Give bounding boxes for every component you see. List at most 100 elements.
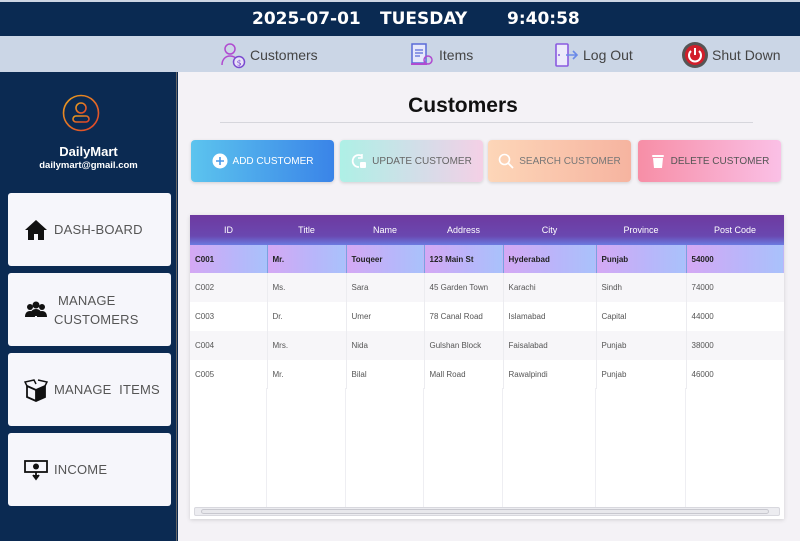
time-display: 9:40:58 — [507, 9, 580, 29]
table-row[interactable]: C005 Mr. Bilal Mall Road Rawalpindi Punj… — [190, 360, 784, 389]
top-status-bar: 2025-07-01 TUESDAY 9:40:58 — [0, 0, 800, 36]
nav-items-label: Items — [439, 47, 474, 63]
add-customer-button[interactable]: ADD CUSTOMER — [191, 140, 334, 182]
sidebar-item-label: MANAGE ITEMS — [54, 382, 160, 397]
user-avatar-icon — [62, 94, 100, 132]
nav-items[interactable]: Items — [408, 40, 473, 70]
sidebar-item-label: INCOME — [54, 462, 108, 477]
table-row[interactable]: C002 Ms. Sara 45 Garden Town Karachi Sin… — [190, 273, 784, 302]
top-nav: $ Customers Items Log Out Shut Down — [0, 36, 800, 72]
nav-shutdown-label: Shut Down — [712, 47, 781, 63]
nav-customers[interactable]: $ Customers — [219, 40, 318, 70]
horizontal-scrollbar[interactable] — [194, 507, 780, 516]
cell-id: C003 — [190, 302, 268, 331]
home-icon — [25, 219, 47, 240]
date-display: 2025-07-01 — [252, 9, 361, 29]
sidebar-item-income[interactable]: INCOME — [8, 433, 171, 506]
delete-customer-button[interactable]: DELETE CUSTOMER — [638, 140, 781, 182]
sidebar-item-label: MANAGE CUSTOMERS — [54, 291, 139, 329]
users-icon — [25, 301, 47, 317]
cell-city: Islamabad — [503, 302, 597, 331]
cell-id: C005 — [190, 360, 268, 389]
empty-table-area — [190, 388, 784, 508]
scrollbar-thumb[interactable] — [201, 509, 769, 514]
column-header-city[interactable]: City — [503, 215, 596, 245]
cell-province: Punjab — [596, 360, 687, 389]
column-header-name[interactable]: Name — [346, 215, 424, 245]
sidebar-item-manage-items[interactable]: MANAGE ITEMS — [8, 353, 171, 426]
nav-customers-label: Customers — [250, 47, 318, 63]
logout-door-icon — [555, 43, 579, 67]
table-row[interactable]: C003 Dr. Umer 78 Canal Road Islamabad Ca… — [190, 302, 784, 331]
cell-city: Karachi — [503, 273, 597, 302]
money-icon — [24, 459, 48, 480]
cell-name: Bilal — [346, 360, 425, 389]
update-customer-label: UPDATE CUSTOMER — [372, 155, 472, 167]
cell-title: Dr. — [267, 302, 347, 331]
cell-city: Rawalpindi — [503, 360, 597, 389]
cell-city: Faisalabad — [503, 331, 597, 360]
update-customer-button[interactable]: UPDATE CUSTOMER — [340, 140, 483, 182]
column-header-id[interactable]: ID — [190, 215, 267, 245]
column-header-address[interactable]: Address — [424, 215, 503, 245]
label-line-2: CUSTOMERS — [54, 311, 139, 327]
table-header-row: ID Title Name Address City Province Post… — [190, 215, 784, 245]
cell-address: Gulshan Block — [424, 331, 504, 360]
cell-id: C001 — [190, 245, 268, 273]
sidebar-item-dashboard[interactable]: DASH-BOARD — [8, 193, 171, 266]
column-header-post-code[interactable]: Post Code — [686, 215, 784, 245]
cell-title: Mr. — [267, 360, 347, 389]
sidebar-item-label: DASH-BOARD — [54, 222, 143, 237]
customer-money-icon: $ — [221, 43, 246, 69]
day-display: TUESDAY — [380, 9, 468, 29]
cell-title: Mrs. — [267, 331, 347, 360]
brand-email: dailymart@gmail.com — [39, 160, 138, 171]
cell-title: Ms. — [267, 273, 347, 302]
cell-province: Capital — [596, 302, 687, 331]
cell-id: C004 — [190, 331, 268, 360]
cell-address: 45 Garden Town — [424, 273, 504, 302]
sidebar: DailyMart dailymart@gmail.com DASH-BOARD… — [0, 72, 177, 541]
brand-name: DailyMart — [59, 144, 118, 159]
cell-city: Hyderabad — [503, 245, 597, 273]
label-line-1: MANAGE — [58, 292, 116, 308]
cell-address: Mall Road — [424, 360, 504, 389]
cell-name: Touqeer — [346, 245, 425, 273]
refresh-icon — [351, 154, 367, 168]
box-icon — [24, 378, 48, 402]
cell-post-code: 74000 — [686, 273, 784, 302]
customers-table: ID Title Name Address City Province Post… — [190, 215, 784, 519]
nav-logout-label: Log Out — [583, 47, 633, 63]
nav-shutdown[interactable]: Shut Down — [681, 40, 780, 70]
table-row-selected[interactable]: C001 Mr. Touqeer 123 Main St Hyderabad P… — [190, 245, 784, 273]
search-customer-button[interactable]: SEARCH CUSTOMER — [488, 140, 631, 182]
plus-circle-icon — [212, 153, 228, 169]
svg-text:$: $ — [237, 59, 242, 68]
cell-name: Umer — [346, 302, 425, 331]
cell-address: 123 Main St — [424, 245, 504, 273]
add-customer-label: ADD CUSTOMER — [232, 155, 314, 167]
cell-province: Punjab — [596, 245, 687, 273]
cell-title: Mr. — [267, 245, 347, 273]
page-title: Customers — [408, 94, 518, 117]
column-header-title[interactable]: Title — [267, 215, 346, 245]
column-header-province[interactable]: Province — [596, 215, 686, 245]
items-document-icon — [411, 43, 433, 65]
nav-logout[interactable]: Log Out — [552, 40, 633, 70]
cell-post-code: 54000 — [686, 245, 784, 273]
power-icon — [682, 42, 708, 68]
cell-post-code: 46000 — [686, 360, 784, 389]
delete-customer-label: DELETE CUSTOMER — [670, 155, 770, 167]
cell-post-code: 38000 — [686, 331, 784, 360]
search-customer-label: SEARCH CUSTOMER — [519, 155, 621, 167]
main-content: Customers ADD CUSTOMER UPDATE CUSTOMER S… — [178, 72, 800, 541]
trash-icon — [651, 155, 664, 168]
sidebar-item-manage-customers[interactable]: MANAGE CUSTOMERS — [8, 273, 171, 346]
cell-province: Punjab — [596, 331, 687, 360]
cell-id: C002 — [190, 273, 268, 302]
cell-name: Sara — [346, 273, 425, 302]
cell-post-code: 44000 — [686, 302, 784, 331]
search-icon — [498, 153, 514, 169]
table-row[interactable]: C004 Mrs. Nida Gulshan Block Faisalabad … — [190, 331, 784, 360]
cell-province: Sindh — [596, 273, 687, 302]
